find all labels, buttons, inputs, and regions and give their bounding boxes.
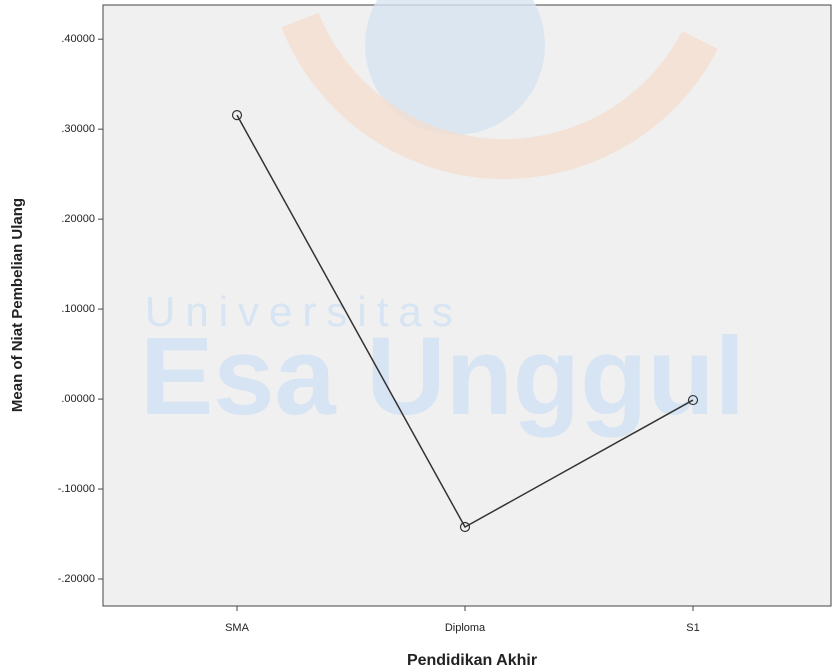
x-axis-label: Pendidikan Akhir	[407, 652, 537, 669]
y-tick-label: -.20000	[58, 573, 95, 585]
y-tick-label: .20000	[61, 213, 95, 225]
y-tick-label: .30000	[61, 123, 95, 135]
x-tick-label: SMA	[225, 622, 250, 634]
y-tick-label: .10000	[61, 303, 95, 315]
y-axis-label: Mean of Niat Pembelian Ulang	[9, 198, 26, 412]
chart: Universitas Esa Unggul Mean of Niat Pemb…	[0, 0, 832, 672]
y-tick-label: .40000	[61, 33, 95, 45]
x-tick-label: Diploma	[445, 622, 486, 634]
x-tick-label: S1	[686, 622, 699, 634]
y-tick-label: -.10000	[58, 483, 95, 495]
y-tick-label: .00000	[61, 393, 95, 405]
watermark-text: Esa Unggul	[140, 315, 745, 438]
